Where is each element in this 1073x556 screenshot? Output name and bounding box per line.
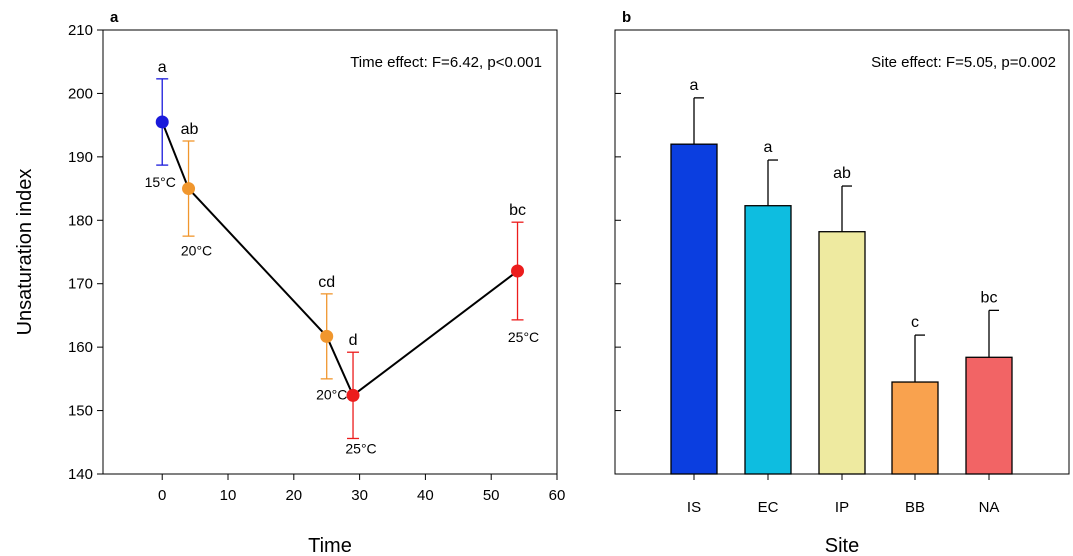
x-tick-label: NA xyxy=(979,499,1000,516)
significance-label: ab xyxy=(833,165,851,182)
panel-b-letter: b xyxy=(622,9,631,26)
significance-label: bc xyxy=(981,289,998,306)
data-point xyxy=(320,329,334,343)
panel-a-x-axis: 0 10 20 30 40 50 60 xyxy=(158,474,565,504)
y-tick-label: 150 xyxy=(68,403,93,420)
y-tick-label: 140 xyxy=(68,466,93,483)
y-tick-label: 180 xyxy=(68,212,93,229)
x-tick-label: 0 xyxy=(158,487,166,504)
y-tick-label: 160 xyxy=(68,339,93,356)
x-tick-label: 20 xyxy=(285,487,302,504)
data-point xyxy=(346,388,360,402)
x-tick-label: IP xyxy=(835,499,849,516)
y-tick-label: 190 xyxy=(68,149,93,166)
temperature-label: 15°C xyxy=(145,174,176,190)
significance-label: a xyxy=(764,139,773,156)
y-tick-label: 210 xyxy=(68,22,93,39)
significance-label: c xyxy=(911,314,919,331)
significance-label: a xyxy=(690,77,699,94)
panel-b-annotation: Site effect: F=5.05, p=0.002 xyxy=(871,54,1056,71)
temperature-label: 25°C xyxy=(345,440,376,456)
significance-label: cd xyxy=(318,274,335,291)
y-tick-label: 200 xyxy=(68,85,93,102)
significance-label: bc xyxy=(509,202,526,219)
x-tick-label: 60 xyxy=(549,487,566,504)
x-tick-label: 50 xyxy=(483,487,500,504)
panel-a-annotation: Time effect: F=6.42, p<0.001 xyxy=(350,54,542,71)
panel-a-series: a ab cd d bc 15°C 20°C 25°C 25°C 20°C xyxy=(145,59,540,457)
x-tick-label: BB xyxy=(905,499,925,516)
y-tick-label: 170 xyxy=(68,276,93,293)
data-point xyxy=(511,264,525,278)
panel-b-bars: a IS a EC ab IP c BB bc NA xyxy=(670,77,1013,516)
panel-a-y-axis: 140 150 160 170 180 190 200 210 xyxy=(68,22,103,483)
significance-label: d xyxy=(349,332,358,349)
panel-a-plot-frame xyxy=(102,29,558,475)
temperature-label: 25°C xyxy=(508,329,539,345)
series-line xyxy=(161,121,519,397)
temperature-label: 20°C xyxy=(181,243,212,259)
data-point xyxy=(155,115,169,129)
panel-a-y-axis-title: Unsaturation index xyxy=(14,169,36,336)
panel-b: b Site effect: F=5.05, p=0.002 a IS a EC ab I… xyxy=(614,9,1070,556)
bar xyxy=(744,205,792,475)
panel-b-x-axis-title: Site xyxy=(825,535,859,556)
bar xyxy=(818,231,866,475)
data-point xyxy=(182,182,196,196)
x-tick-label: EC xyxy=(758,499,779,516)
panel-a-letter: a xyxy=(110,9,119,26)
bar xyxy=(891,381,939,475)
x-tick-label: 30 xyxy=(351,487,368,504)
temperature-label: 20°C xyxy=(316,386,347,402)
panel-b-y-axis xyxy=(615,29,621,475)
x-tick-label: 10 xyxy=(220,487,237,504)
significance-label: ab xyxy=(181,121,199,138)
x-tick-label: IS xyxy=(687,499,701,516)
panel-a: a Time effect: F=6.42, p<0.001 140 150 160… xyxy=(14,9,565,556)
x-tick-label: 40 xyxy=(417,487,434,504)
panel-a-x-axis-title: Time xyxy=(308,535,352,556)
bar xyxy=(670,143,718,475)
significance-label: a xyxy=(158,59,167,76)
bar xyxy=(965,356,1013,475)
